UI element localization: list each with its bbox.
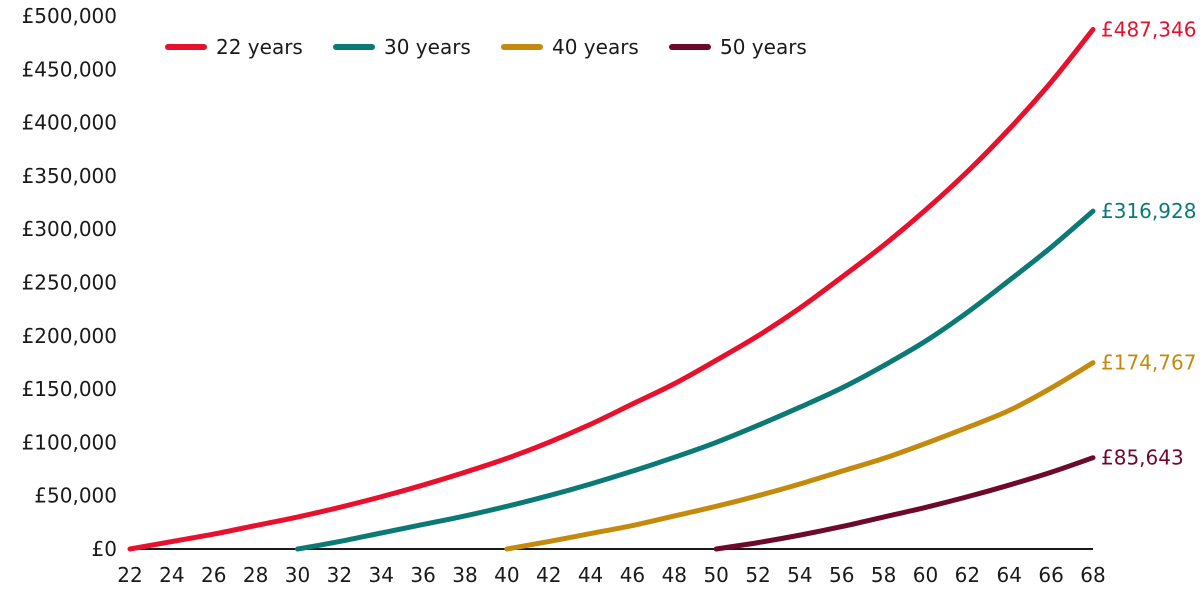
series-line-40-years [504, 360, 1096, 552]
x-tick-label: 44 [578, 563, 603, 587]
y-tick-label: £100,000 [22, 430, 117, 454]
end-value-label: £487,346 [1101, 17, 1196, 41]
x-tick-label: 24 [159, 563, 184, 587]
end-value-label: £316,928 [1101, 199, 1196, 223]
y-tick-label: £350,000 [22, 164, 117, 188]
x-tick-label: 28 [243, 563, 268, 587]
legend: 22 years 30 years 40 years 50 years [165, 35, 807, 59]
x-tick-label: 60 [913, 563, 938, 587]
x-tick-label: 26 [201, 563, 226, 587]
y-tick-label: £0 [92, 537, 117, 561]
legend-label: 40 years [552, 35, 639, 59]
x-tick-label: 48 [662, 563, 687, 587]
end-value-label: £174,767 [1101, 351, 1196, 375]
series-line-50-years [713, 455, 1096, 552]
y-tick-label: £150,000 [22, 377, 117, 401]
x-tick-label: 42 [536, 563, 561, 587]
y-tick-label: £450,000 [22, 57, 117, 81]
x-tick-label: 36 [410, 563, 435, 587]
x-tick-label: 38 [452, 563, 477, 587]
series-end-labels: £487,346 £316,928 £174,767 £85,643 [1101, 17, 1196, 469]
legend-label: 50 years [720, 35, 807, 59]
y-tick-label: £200,000 [22, 324, 117, 348]
y-tick-label: £50,000 [34, 484, 117, 508]
x-tick-label: 68 [1080, 563, 1105, 587]
x-tick-label: 58 [871, 563, 896, 587]
x-tick-label: 66 [1038, 563, 1063, 587]
x-tick-label: 62 [955, 563, 980, 587]
x-tick-label: 54 [787, 563, 812, 587]
series-lines [127, 26, 1096, 552]
x-tick-label: 32 [327, 563, 352, 587]
y-tick-label: £500,000 [22, 4, 117, 28]
series-line-22-years [127, 26, 1096, 552]
legend-label: 30 years [384, 35, 471, 59]
x-tick-label: 52 [745, 563, 770, 587]
x-tick-label: 30 [285, 563, 310, 587]
y-tick-label: £250,000 [22, 271, 117, 295]
end-value-label: £85,643 [1101, 446, 1184, 470]
y-tick-label: £300,000 [22, 217, 117, 241]
x-tick-label: 34 [368, 563, 393, 587]
x-tick-label: 22 [117, 563, 142, 587]
x-tick-label: 40 [494, 563, 519, 587]
y-tick-label: £400,000 [22, 111, 117, 135]
legend-label: 22 years [216, 35, 303, 59]
x-tick-label: 50 [703, 563, 728, 587]
x-tick-label: 64 [997, 563, 1022, 587]
x-axis-tick-labels: 22 24 26 28 30 32 34 36 38 40 42 44 46 48 50 52 54 56 58 60… [117, 563, 1105, 587]
y-axis-tick-labels: £0 £50,000 £100,000 £150,000 £200,000 £250,00… [22, 4, 117, 561]
x-tick-label: 56 [829, 563, 854, 587]
x-tick-label: 46 [620, 563, 645, 587]
series-line-30-years [294, 208, 1096, 552]
